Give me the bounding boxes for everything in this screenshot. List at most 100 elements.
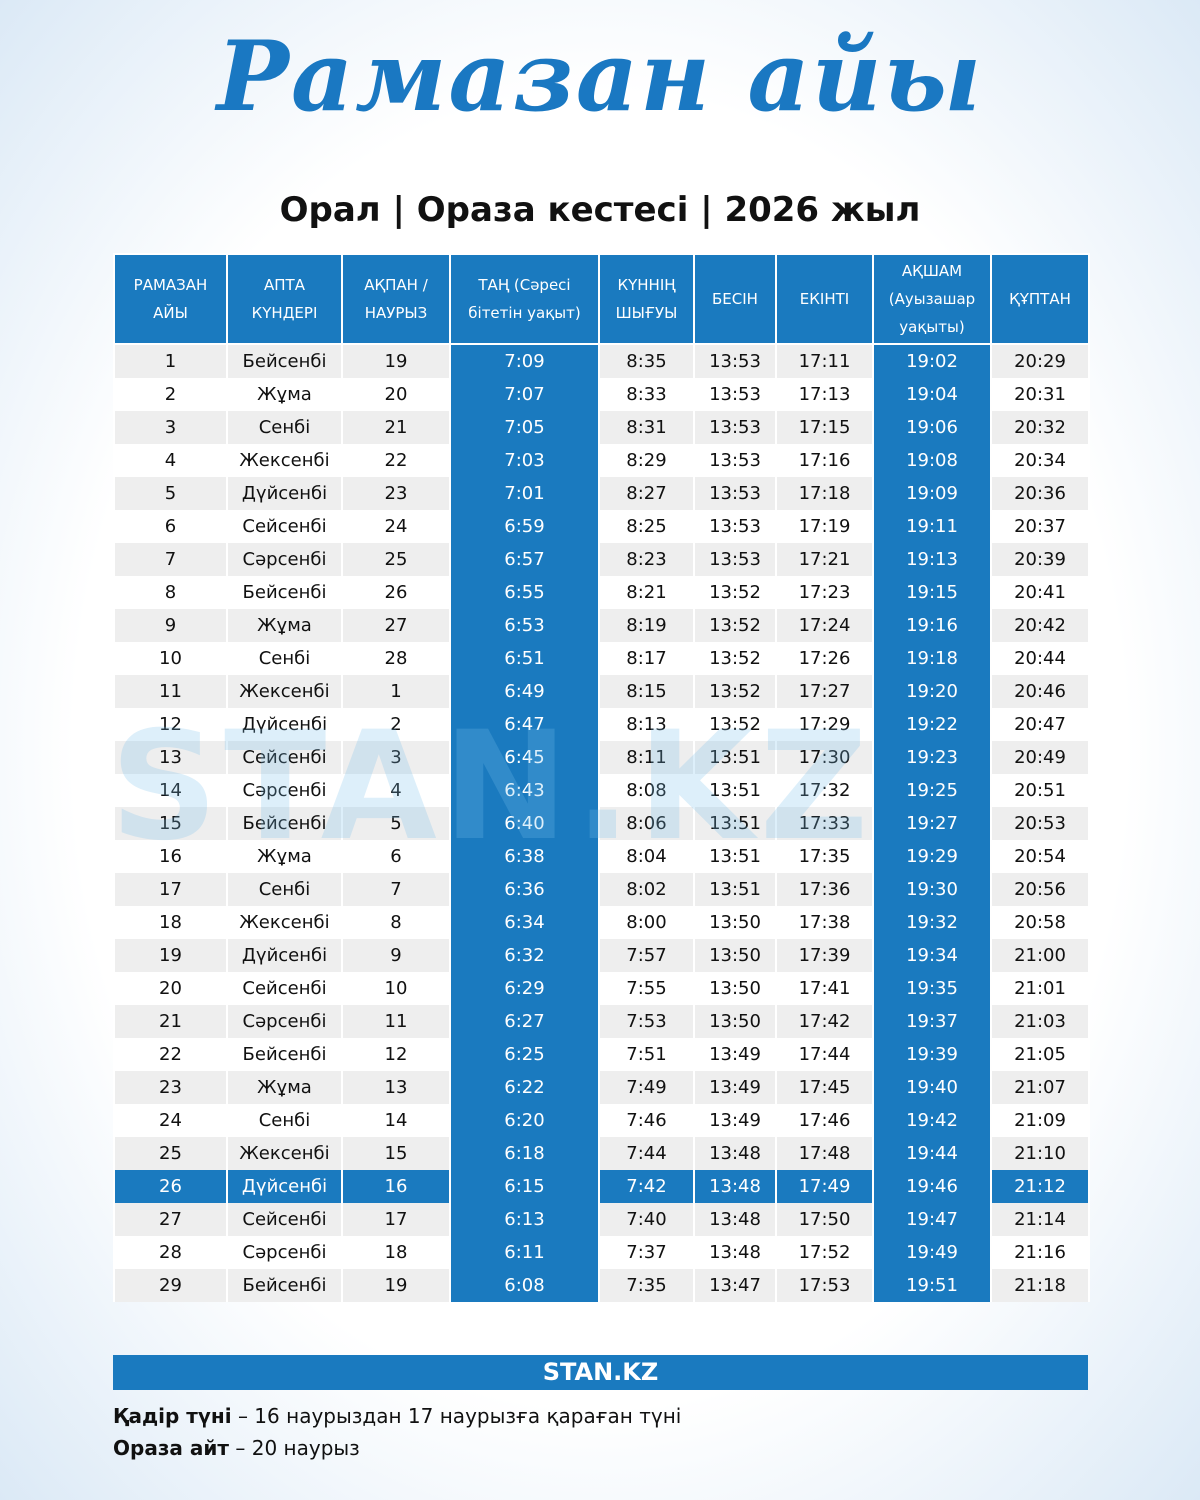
table-row: 29 Бейсенбі 19 6:08 7:35 13:47 17:53 19:51 21:18 — [113, 1269, 1090, 1302]
table-body: 1 Бейсенбі 19 7:09 8:35 13:53 17:11 19:02 20:29 2… — [113, 344, 1090, 1302]
table-cell: Дүйсенбі — [226, 708, 343, 741]
table-cell: 29 — [113, 1269, 228, 1302]
table-cell: 20:54 — [990, 840, 1090, 873]
table-cell: 20:36 — [990, 477, 1090, 510]
table-cell: 17:19 — [775, 510, 874, 543]
table-cell: 17:45 — [775, 1071, 874, 1104]
table-cell: 19:06 — [872, 411, 992, 444]
table-cell: 13:50 — [693, 906, 777, 939]
table-cell: 13:49 — [693, 1038, 777, 1071]
table-cell: 13:53 — [693, 543, 777, 576]
table-cell: 17 — [113, 873, 228, 906]
table-cell: Жұма — [226, 378, 343, 411]
table-cell: 20:29 — [990, 344, 1090, 378]
table-cell: 27 — [341, 609, 451, 642]
table-cell: 6:18 — [449, 1137, 600, 1170]
table-cell: 20:34 — [990, 444, 1090, 477]
table-cell: 6:45 — [449, 741, 600, 774]
table-cell: 19:27 — [872, 807, 992, 840]
table-cell: 17:16 — [775, 444, 874, 477]
table-cell: 17:42 — [775, 1005, 874, 1038]
table-cell: 13:53 — [693, 411, 777, 444]
table-cell: 6:57 — [449, 543, 600, 576]
table-cell: 19:46 — [872, 1170, 992, 1203]
column-header: ҚҰПТАН — [990, 253, 1090, 345]
table-cell: 2 — [341, 708, 451, 741]
table-cell: 8:33 — [598, 378, 695, 411]
table-cell: 7:40 — [598, 1203, 695, 1236]
table-cell: 17:36 — [775, 873, 874, 906]
table-cell: 6:34 — [449, 906, 600, 939]
table-cell: 15 — [341, 1137, 451, 1170]
table-cell: 17:23 — [775, 576, 874, 609]
table-row: 10 Сенбі 28 6:51 8:17 13:52 17:26 19:18 20:44 — [113, 642, 1090, 675]
table-row: 8 Бейсенбі 26 6:55 8:21 13:52 17:23 19:15 20:41 — [113, 576, 1090, 609]
table-cell: 19:20 — [872, 675, 992, 708]
table-cell: Бейсенбі — [226, 344, 343, 378]
table-cell: 6:22 — [449, 1071, 600, 1104]
table-cell: 13:52 — [693, 576, 777, 609]
table-cell: 21:18 — [990, 1269, 1090, 1302]
table-cell: 17:35 — [775, 840, 874, 873]
table-cell: Бейсенбі — [226, 1269, 343, 1302]
table-cell: 17:39 — [775, 939, 874, 972]
table-cell: 19:04 — [872, 378, 992, 411]
table-cell: 13:49 — [693, 1071, 777, 1104]
table-cell: Жұма — [226, 609, 343, 642]
table-cell: 13:50 — [693, 1005, 777, 1038]
table-cell: 4 — [341, 774, 451, 807]
table-cell: Сенбі — [226, 1104, 343, 1137]
table-cell: 25 — [341, 543, 451, 576]
table-cell: 6:53 — [449, 609, 600, 642]
table-cell: 5 — [113, 477, 228, 510]
table-cell: 9 — [341, 939, 451, 972]
table-cell: 6 — [341, 840, 451, 873]
table-cell: 13 — [113, 741, 228, 774]
table-cell: 10 — [341, 972, 451, 1005]
table-cell: 13:53 — [693, 477, 777, 510]
table-cell: 6 — [113, 510, 228, 543]
table-cell: 13:49 — [693, 1104, 777, 1137]
table-cell: 17:52 — [775, 1236, 874, 1269]
table-cell: 19:15 — [872, 576, 992, 609]
table-cell: 6:51 — [449, 642, 600, 675]
table-cell: 1 — [341, 675, 451, 708]
table-cell: 6:49 — [449, 675, 600, 708]
table-cell: 19:13 — [872, 543, 992, 576]
table-cell: 9 — [113, 609, 228, 642]
note-text: – 20 наурыз — [235, 1436, 360, 1460]
table-cell: 6:25 — [449, 1038, 600, 1071]
table-cell: 19 — [341, 344, 451, 378]
table-cell: 23 — [113, 1071, 228, 1104]
table-cell: 17:33 — [775, 807, 874, 840]
table-cell: 8:04 — [598, 840, 695, 873]
table-cell: Жексенбі — [226, 675, 343, 708]
table-cell: 7:05 — [449, 411, 600, 444]
column-header: КҮННІҢ ШЫҒУЫ — [598, 253, 695, 345]
table-row: 13 Сейсенбі 3 6:45 8:11 13:51 17:30 19:23 20:49 — [113, 741, 1090, 774]
table-row: 21 Сәрсенбі 11 6:27 7:53 13:50 17:42 19:37 21:03 — [113, 1005, 1090, 1038]
table-cell: 14 — [341, 1104, 451, 1137]
table-cell: 6:55 — [449, 576, 600, 609]
table-cell: 17:38 — [775, 906, 874, 939]
table-cell: 20 — [113, 972, 228, 1005]
table-cell: 21:10 — [990, 1137, 1090, 1170]
note-label: Ораза айт — [113, 1436, 229, 1460]
table-cell: Сенбі — [226, 873, 343, 906]
table-cell: 18 — [341, 1236, 451, 1269]
table-cell: 8:27 — [598, 477, 695, 510]
table-cell: 13:48 — [693, 1170, 777, 1203]
table-cell: 7:55 — [598, 972, 695, 1005]
table-cell: 7:01 — [449, 477, 600, 510]
table-cell: 21:14 — [990, 1203, 1090, 1236]
table-cell: 17:32 — [775, 774, 874, 807]
table-row: 19 Дүйсенбі 9 6:32 7:57 13:50 17:39 19:34 21:00 — [113, 939, 1090, 972]
table-cell: Бейсенбі — [226, 1038, 343, 1071]
table-cell: 17:50 — [775, 1203, 874, 1236]
table-cell: 11 — [341, 1005, 451, 1038]
table-cell: 19:35 — [872, 972, 992, 1005]
table-cell: 19 — [113, 939, 228, 972]
table-cell: 6:08 — [449, 1269, 600, 1302]
table-cell: 7:35 — [598, 1269, 695, 1302]
table-cell: 17:29 — [775, 708, 874, 741]
